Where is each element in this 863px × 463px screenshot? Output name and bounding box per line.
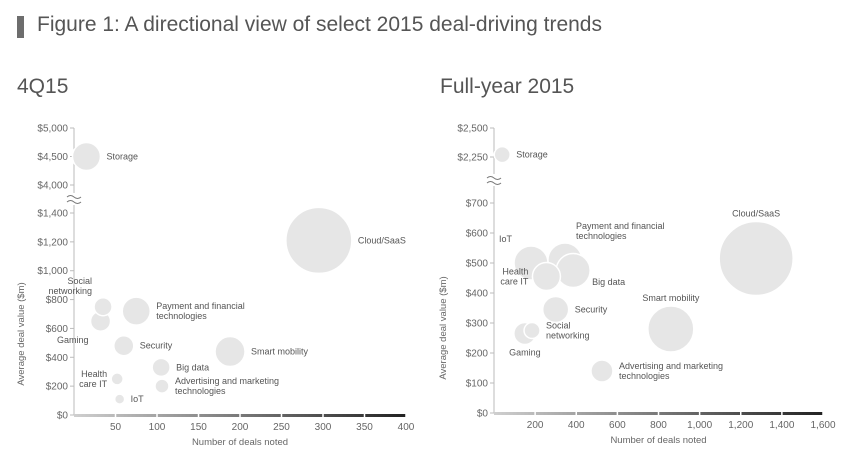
bubble-cloud-saas [285, 206, 353, 275]
bubble-label-advertising-and-marketing-technologies: Advertising and marketing technologies [175, 376, 279, 396]
bubble-label-line: Gaming [57, 335, 89, 345]
bubble-label-line: Smart mobility [251, 347, 309, 357]
bubble-label-payment-and-financial-technologies: Payment and financial technologies [156, 301, 245, 321]
bubble-iot [113, 393, 126, 405]
y-tick-label: $400 [46, 353, 69, 364]
y-tick-label: $4,500 [37, 152, 68, 163]
figure-title: Figure 1: A directional view of select 2… [37, 13, 602, 36]
bubble-label-health-care-it: Health care IT [79, 369, 108, 389]
bubble-big-data [151, 357, 171, 378]
y-tick-label: $800 [46, 295, 69, 306]
y-axis-title: Average deal value ($m) [16, 282, 27, 385]
bubble-label-smart-mobility: Smart mobility [251, 347, 309, 357]
bubble-label-line: Cloud/SaaS [358, 235, 406, 245]
bubble-label-line: Storage [106, 152, 138, 162]
bubble-label-cloud-saas: Cloud/SaaS [358, 235, 406, 245]
x-tick-label: 400 [398, 422, 415, 433]
y-tick-label: $5,000 [37, 124, 68, 135]
y-tick-label: $4,000 [37, 181, 68, 192]
bubble-label-line: technologies [156, 311, 207, 321]
bubble-advertising-and-marketing-technologies [154, 378, 170, 394]
bubble-security [113, 334, 135, 357]
bubble-label-iot: IoT [131, 394, 145, 404]
y-axis-break-mark [66, 195, 82, 199]
bubble-label-gaming: Gaming [57, 335, 89, 345]
bubble-health-care-it [110, 372, 124, 386]
bubble-label-line: technologies [175, 386, 226, 396]
chart-title-4q15: 4Q15 [17, 75, 69, 98]
y-tick-label: $1,400 [37, 209, 68, 220]
x-tick-label: 50 [110, 422, 122, 433]
x-tick-label: 350 [356, 422, 373, 433]
y-tick-label: $1,200 [37, 237, 68, 248]
title-accent-bar [17, 16, 24, 38]
bubble-smart-mobility [214, 335, 246, 368]
bubble-storage [71, 141, 102, 172]
x-tick-label: 100 [149, 422, 166, 433]
x-tick-label: 250 [273, 422, 290, 433]
bubble-label-line: Health [81, 369, 107, 379]
bubble-label-storage: Storage [106, 152, 138, 162]
bubble-label-security: Security [140, 341, 173, 351]
bubble-label-line: networking [49, 286, 93, 296]
bubble-label-line: Payment and financial [156, 301, 245, 311]
bubble-label-line: Big data [176, 362, 209, 372]
bubble-label-social-networking: Social networking [49, 276, 93, 296]
y-tick-label: $1,000 [37, 266, 68, 277]
bubble-label-line: IoT [131, 394, 145, 404]
y-tick-label: $600 [46, 324, 69, 335]
x-axis-title: Number of deals noted [192, 437, 288, 448]
bubble-label-line: Social [68, 276, 93, 286]
bubble-label-line: Advertising and marketing [175, 376, 279, 386]
y-tick-label: $0 [57, 411, 69, 422]
y-axis-break-mark [66, 200, 82, 204]
x-tick-label: 150 [190, 422, 207, 433]
bubble-label-big-data: Big data [176, 362, 209, 372]
x-tick-label: 200 [232, 422, 249, 433]
bubble-label-line: Security [140, 341, 173, 351]
bubble-label-line: care IT [79, 379, 108, 389]
bubble-social-networking [93, 297, 113, 317]
bubble-payment-and-financial-technologies [121, 296, 151, 326]
chart-title-full-year-2015: Full-year 2015 [440, 75, 575, 98]
x-tick-label: 300 [315, 422, 332, 433]
y-tick-label: $200 [46, 382, 69, 393]
